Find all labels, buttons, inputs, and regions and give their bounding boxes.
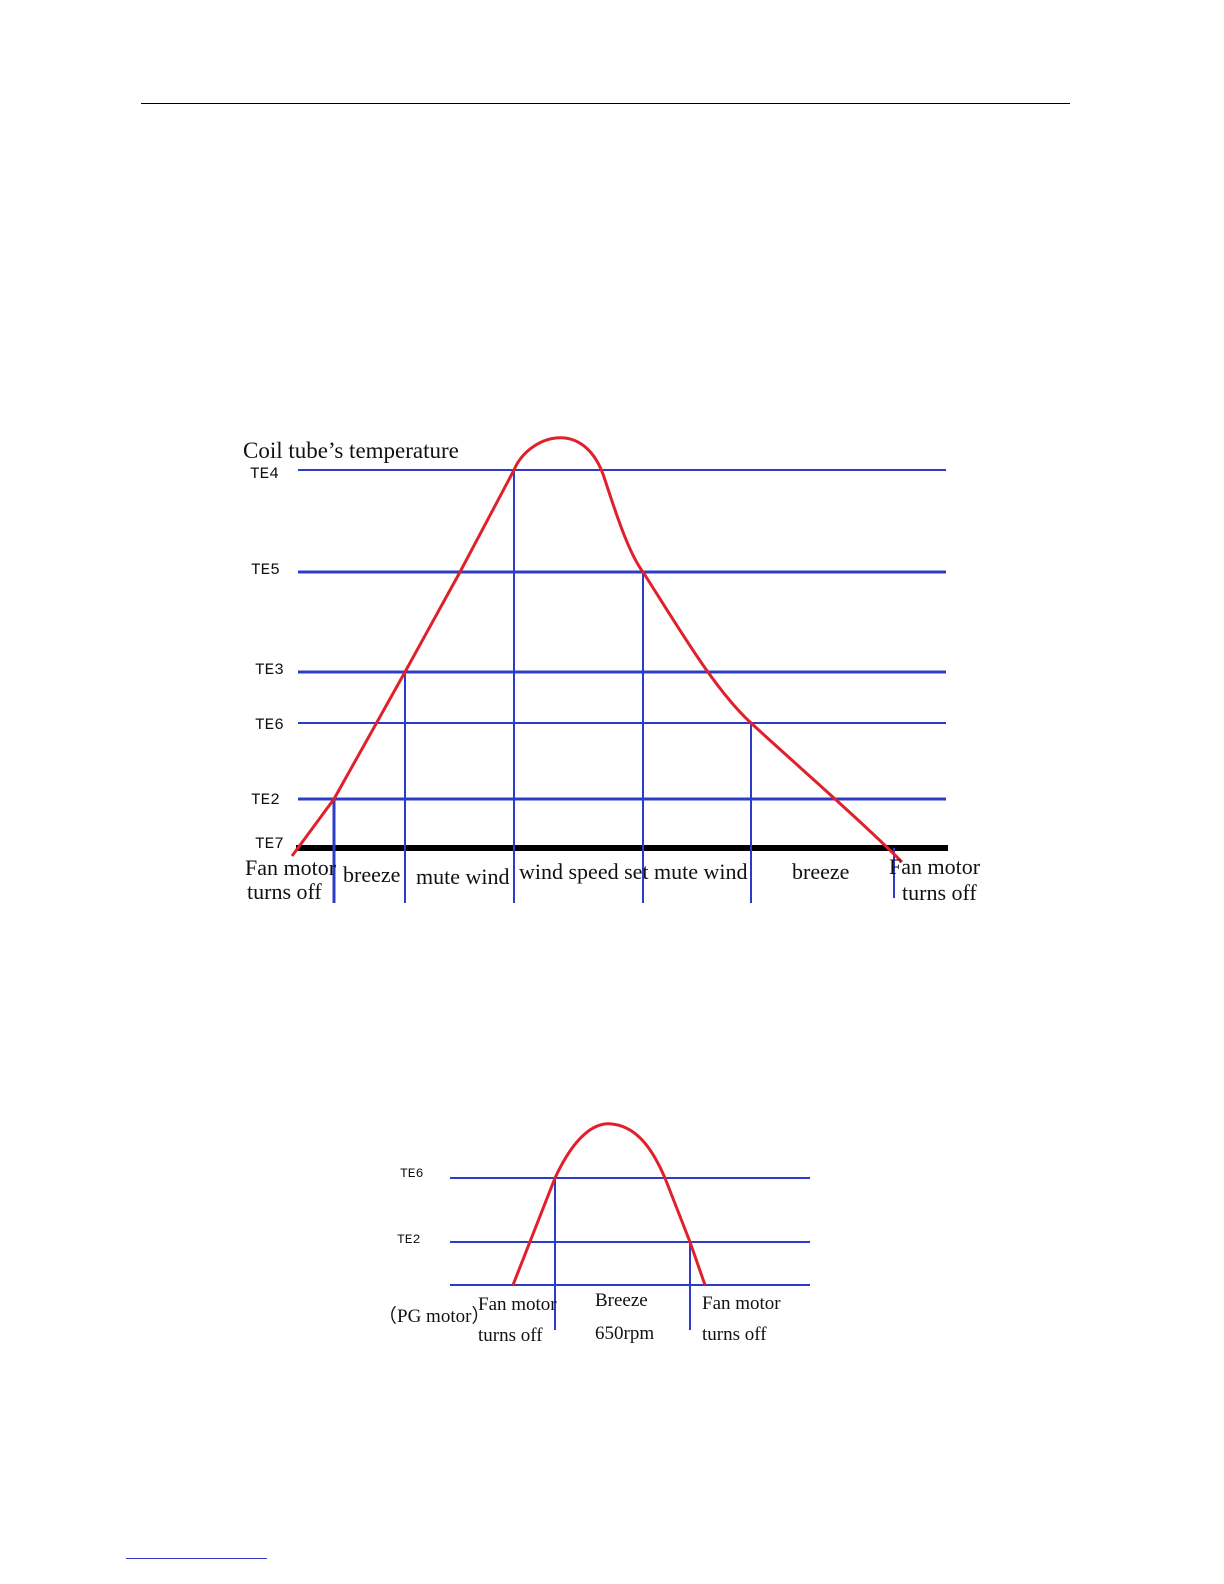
zone-label-line: turns off — [702, 1324, 767, 1345]
zone-label-mute-wind-left: mute wind — [416, 864, 510, 889]
level-label-te4: TE4 — [250, 465, 279, 483]
zone-label-line: Fan motor — [478, 1294, 557, 1315]
level-label-te6-pg: TE6 — [400, 1166, 423, 1181]
footer-link-rule — [126, 1558, 267, 1559]
pg-zone-label-breeze: Breeze 650rpm — [595, 1290, 654, 1344]
coil-temperature-diagram: Coil tube’s temperature TE4 TE5 TE3 TE6 … — [243, 436, 986, 905]
header-rule — [141, 103, 1070, 104]
zone-label-line: Fan motor — [702, 1293, 781, 1314]
coil-temperature-curve — [290, 436, 904, 864]
zone-label-line: turns off — [478, 1325, 543, 1346]
zone-label-fan-off-right: Fan motor turns off — [889, 854, 986, 905]
zone-label-line: turns off — [902, 880, 977, 905]
zone-label-line: 650rpm — [595, 1323, 654, 1344]
zone-label-wind-speed-set: wind speed set — [519, 859, 649, 884]
zone-label-line: Fan motor — [245, 855, 337, 880]
pg-temperature-curve — [511, 1122, 707, 1286]
pg-motor-note: （PG motor） — [378, 1305, 490, 1327]
zone-label-line: Breeze — [595, 1290, 648, 1311]
level-label-te6: TE6 — [255, 716, 284, 734]
zone-label-line: turns off — [247, 879, 322, 904]
zone-label-mute-wind-right: mute wind — [654, 859, 748, 884]
level-label-te2: TE2 — [251, 791, 280, 809]
zone-label-breeze-right: breeze — [792, 859, 849, 884]
level-label-te2-pg: TE2 — [397, 1232, 420, 1247]
level-label-te3: TE3 — [255, 661, 284, 679]
level-label-te5: TE5 — [251, 561, 280, 579]
pg-zone-label-fan-off-left: Fan motor turns off — [478, 1294, 561, 1346]
zone-label-fan-off-left: Fan motor turns off — [245, 855, 342, 904]
diagram-title: Coil tube’s temperature — [243, 438, 459, 463]
pg-motor-diagram: TE6 TE2 （PG motor） Fan motor turns off B… — [378, 1122, 810, 1346]
level-label-te7: TE7 — [255, 835, 284, 853]
pg-zone-label-fan-off-right: Fan motor turns off — [702, 1293, 785, 1345]
zone-label-line: Fan motor — [889, 854, 981, 879]
zone-label-breeze-left: breeze — [343, 862, 400, 887]
